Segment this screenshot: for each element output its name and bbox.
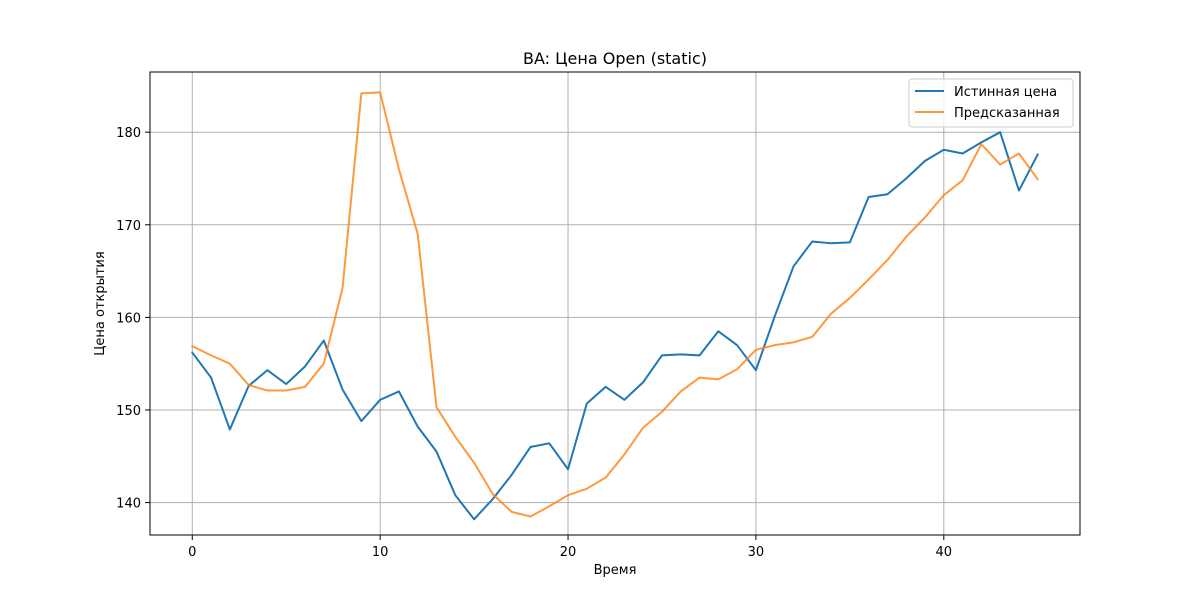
legend-label-predicted: Предсказанная [954,106,1060,121]
x-tick-label: 10 [372,545,389,560]
y-tick-label: 140 [116,497,141,512]
series-lines [191,91,1039,521]
grid [150,72,1080,535]
x-tick-label: 0 [188,545,196,560]
y-tick-label: 160 [116,311,141,326]
plot-frame [149,71,1081,536]
series-line-predicted [191,91,1039,518]
x-tick-label: 30 [748,545,765,560]
axis-ticks: 0 10 20 30 40 140 150 160 170 180 [116,126,952,560]
y-tick-label: 180 [116,126,141,141]
series-line-true-price [191,131,1039,521]
y-axis-label: Цена открытия [93,251,108,355]
x-axis-label: Время [594,563,637,578]
chart-title: BA: Цена Open (static) [523,49,707,68]
legend: Истинная цена Предсказанная [908,78,1074,128]
y-tick-label: 170 [116,219,141,234]
legend-label-true-price: Истинная цена [954,85,1057,100]
x-tick-label: 20 [560,545,577,560]
x-tick-label: 40 [936,545,953,560]
legend-box [908,78,1074,128]
y-tick-label: 150 [116,404,141,419]
